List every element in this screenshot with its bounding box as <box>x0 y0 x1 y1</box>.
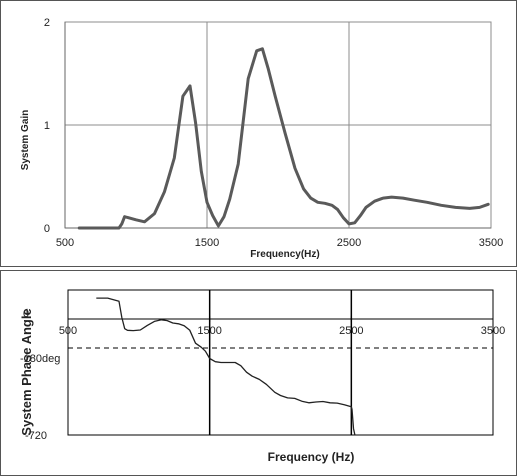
phase-x-tick-label: 3500 <box>481 325 505 337</box>
gain-x-tick-label: 1500 <box>195 237 219 249</box>
phase-plot-area <box>67 289 494 436</box>
gain-x-tick-label: 3500 <box>479 237 503 249</box>
gain-x-tick-label: 2500 <box>337 237 361 249</box>
phase-x-tick-label: 1500 <box>197 325 221 337</box>
phase-y-tick-label: 0 <box>23 308 29 320</box>
phase-y-axis-title: System Phase Angle <box>19 308 34 435</box>
phase-series-line <box>96 297 356 436</box>
phase-panel-frame <box>0 270 517 476</box>
phase-x-axis-title: Frequency (Hz) <box>268 450 355 464</box>
gain-series-line <box>77 47 490 230</box>
gain-y-tick-label: 1 <box>44 120 50 132</box>
phase-x-tick-label: 2500 <box>339 325 363 337</box>
phase-reference-label: -180deg <box>20 353 60 365</box>
phase-y-tick-label: -720 <box>25 430 47 442</box>
gain-x-tick-label: 500 <box>56 237 74 249</box>
gain-y-axis-title: System Gain <box>20 110 31 171</box>
gain-y-tick-label: 0 <box>44 223 50 235</box>
gain-panel-frame <box>0 0 517 267</box>
gain-y-tick-label: 2 <box>44 17 50 29</box>
gain-x-axis-title: Frequency(Hz) <box>250 249 319 260</box>
phase-x-tick-label: 500 <box>59 325 77 337</box>
